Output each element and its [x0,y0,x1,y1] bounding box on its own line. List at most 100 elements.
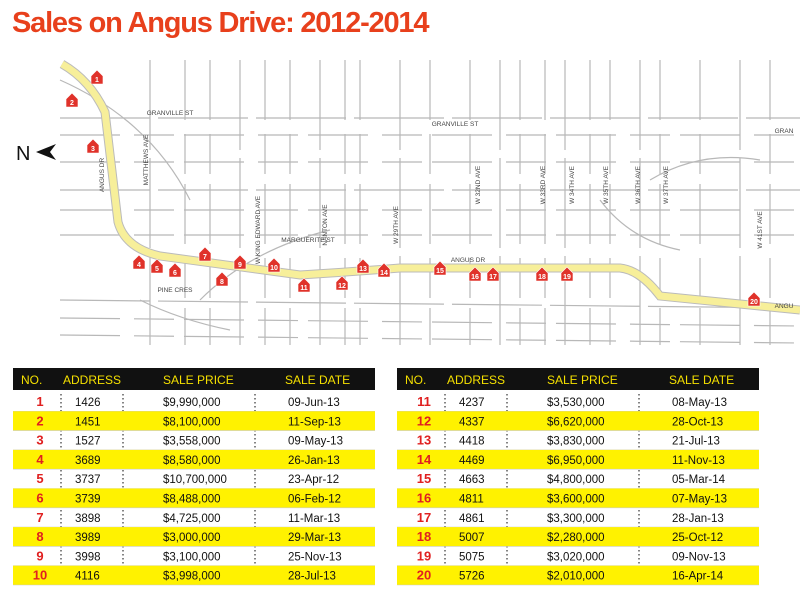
house-marker [215,271,229,287]
north-label: N [16,143,30,165]
row-number: 11 [417,394,431,409]
marker-number: 12 [338,283,346,290]
street [59,79,761,301]
house-marker [65,92,79,108]
cell: $3,600,000 [547,494,605,506]
north-arrow [36,144,56,160]
cell: 11-Mar-13 [288,513,340,525]
cell: 3898 [75,513,101,525]
row-bg [397,449,759,470]
house-marker [168,262,182,278]
cell: 07-May-13 [672,494,727,506]
marker-number: 20 [750,299,758,306]
house-marker [90,69,104,85]
cell: $3,000,000 [163,532,221,544]
cell: $3,530,000 [547,397,605,409]
header-cell: ADDRESS [447,373,505,387]
marker-number: 19 [563,274,571,281]
marker-number: 9 [238,262,242,269]
street-label: W 29TH AVE [393,205,400,243]
table-header [397,368,759,390]
marker-number: 17 [489,274,497,281]
street-label: W 41ST AVE [757,211,764,249]
cell: 4418 [459,436,485,448]
street [59,299,800,309]
cell: 3689 [75,455,101,467]
cell: $8,488,000 [163,494,221,506]
map: GRANVILLE ST GRANVILLE ST GRAN MATTHEWS AVE… [16,60,800,345]
street-label: GRANVILLE ST [432,121,479,128]
row-number: 6 [36,491,43,506]
house-marker [335,275,349,291]
header-cell: SALE DATE [285,373,350,387]
street-label: ANGUS DR [99,158,106,193]
cell: $3,830,000 [547,436,605,448]
house-marker [433,260,447,276]
row-number: 8 [36,529,43,544]
cell: 08-May-13 [672,397,727,409]
street-label: W 35TH AVE [603,165,610,203]
cell: 09-Nov-13 [672,551,726,563]
marker-number: 1 [95,77,99,84]
header-cell: NO. [405,373,426,387]
cell: 5007 [459,532,485,544]
marker-number: 14 [380,270,388,277]
row-bg [13,565,375,585]
row-number: 15 [417,471,431,486]
marker-number: 15 [436,268,444,275]
cell: 16-Apr-14 [672,571,724,583]
cell: $3,020,000 [547,551,605,563]
marker-number: 13 [359,266,367,273]
cell: $2,010,000 [547,571,605,583]
cell: 11-Sep-13 [288,416,341,428]
cell: 1527 [75,436,101,448]
row-number: 10 [33,568,47,583]
cell: $9,990,000 [163,397,221,409]
cell: $6,950,000 [547,455,605,467]
cell: 3737 [75,474,101,486]
cell: 3989 [75,532,101,544]
marker-number: 10 [270,265,278,272]
house-marker [560,266,574,282]
street-label: ANGU [775,303,794,310]
angus-drive [60,60,800,314]
cell: 3998 [75,551,101,563]
cell: 1426 [75,397,101,409]
cell: $8,100,000 [163,416,221,428]
title: Sales on Angus Drive: 2012-2014 [12,7,429,39]
street-label: W 36TH AVE [635,165,642,203]
cell: $2,280,000 [547,532,605,544]
house-marker [86,138,100,154]
cell: 4337 [459,416,485,428]
cell: 09-May-13 [288,436,343,448]
cell: 28-Jan-13 [672,513,724,525]
marker-number: 8 [220,279,224,286]
header-cell: NO. [21,373,42,387]
row-bg [397,488,759,508]
cell: $4,725,000 [163,513,221,525]
row-bg [397,527,759,547]
cell: 25-Oct-12 [672,532,723,544]
header-cell: SALE DATE [669,373,734,387]
cell: 1451 [75,416,101,428]
cell: 23-Apr-12 [288,474,339,486]
row-bg [13,527,375,547]
marker-number: 2 [70,100,74,107]
house-marker [233,254,247,270]
table-header [13,368,375,390]
street-label: W 32ND AVE [475,165,482,204]
cell: $3,100,000 [163,551,221,563]
row-number: 2 [36,413,43,428]
house-marker [535,266,549,282]
house-marker [150,258,164,274]
row-number: 12 [417,413,431,428]
row-number: 17 [417,510,431,525]
cell: 3739 [75,494,101,506]
marker-number: 7 [203,254,207,261]
marker-number: 4 [137,262,141,269]
house-marker [267,257,281,273]
cell: 5726 [459,571,485,583]
marker-number: 5 [155,266,159,273]
street-label: MATTHEWS AVE [143,134,150,185]
